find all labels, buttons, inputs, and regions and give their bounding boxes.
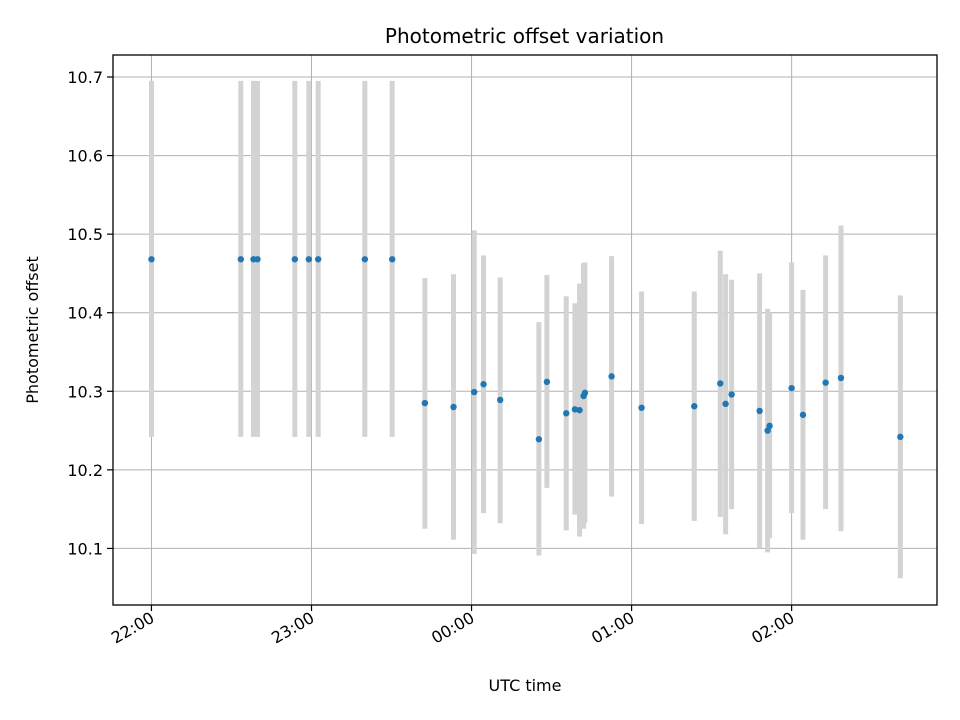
- y-tick-label: 10.4: [67, 304, 103, 323]
- data-point: [480, 381, 487, 388]
- data-point: [788, 384, 795, 392]
- data-points: [148, 256, 904, 443]
- grid-lines: [113, 55, 937, 605]
- plot-frame: [112, 54, 938, 606]
- data-point: [305, 256, 313, 263]
- chart-title: Photometric offset variation: [385, 24, 664, 48]
- y-tick-label: 10.5: [67, 225, 103, 244]
- data-point: [799, 411, 807, 419]
- y-tick-label: 10.6: [67, 147, 103, 166]
- data-point: [497, 396, 504, 404]
- data-point: [766, 422, 773, 430]
- data-point: [237, 256, 245, 263]
- data-point: [450, 403, 457, 411]
- data-point: [608, 373, 615, 380]
- data-point: [148, 256, 155, 263]
- y-tick-label: 10.3: [67, 382, 103, 401]
- data-point: [254, 256, 261, 263]
- data-point: [388, 256, 396, 263]
- data-point: [897, 433, 904, 441]
- data-point: [722, 400, 729, 408]
- data-point: [756, 407, 763, 415]
- data-point: [471, 388, 478, 396]
- data-point: [535, 436, 543, 443]
- data-point: [314, 256, 322, 263]
- data-point: [421, 399, 429, 407]
- x-axis-label: UTC time: [489, 676, 562, 695]
- data-point: [576, 406, 583, 414]
- data-point: [361, 256, 369, 263]
- data-point: [717, 380, 724, 387]
- y-tick-label: 10.2: [67, 461, 103, 480]
- data-point: [563, 410, 570, 417]
- data-point: [691, 403, 698, 410]
- data-point: [291, 256, 299, 263]
- y-tick-label: 10.1: [67, 539, 103, 558]
- data-point: [822, 379, 829, 386]
- data-point: [543, 378, 551, 386]
- y-axis-label: Photometric offset: [23, 256, 42, 404]
- data-point: [581, 389, 589, 397]
- data-point: [837, 374, 845, 382]
- y-tick-label: 10.7: [67, 68, 103, 87]
- y-axis-ticks: 10.1 10.2 10.3 10.4 10.5 10.6 10.7: [67, 68, 113, 558]
- data-point: [728, 391, 735, 398]
- data-point: [638, 404, 645, 411]
